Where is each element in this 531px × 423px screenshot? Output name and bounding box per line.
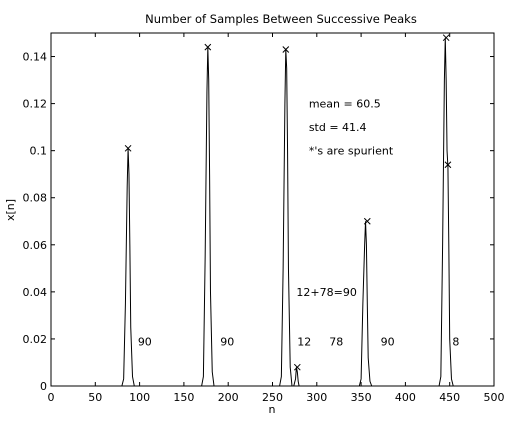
x-axis-ticks: 0 50 100 150 200 250 300 350 400 450 500 (48, 33, 505, 404)
peak-marker (444, 161, 452, 169)
x-tick-label: 500 (484, 391, 505, 404)
annotation-text: 8 (452, 335, 459, 348)
annotation-text: 12+78=90 (296, 286, 356, 299)
x-tick-label: 450 (439, 391, 460, 404)
annotations: mean = 60.5 std = 41.4 *'s are spurient 12+… (138, 98, 460, 349)
peak-marker-stroke (124, 144, 132, 152)
annotation-text: 90 (381, 335, 395, 348)
peak-marker-stroke (204, 43, 212, 51)
annotation-text: std = 41.4 (309, 121, 367, 134)
peak-marker (282, 46, 290, 53)
x-tick-label: 350 (351, 391, 372, 404)
annotation-text: 90 (138, 335, 152, 348)
y-tick-label: 0.08 (23, 192, 48, 205)
x-tick-label: 250 (262, 391, 283, 404)
peak-marker (363, 217, 371, 225)
x-tick-label: 50 (88, 391, 102, 404)
peak-marker (293, 363, 301, 371)
annotation-text: mean = 60.5 (309, 98, 381, 111)
peak-marker (442, 34, 450, 42)
y-tick-label: 0.14 (23, 51, 48, 64)
peak-marker-stroke (444, 161, 452, 169)
x-tick-label: 400 (395, 391, 416, 404)
y-tick-label: 0.02 (23, 333, 48, 346)
plot-frame (50, 32, 495, 387)
y-tick-label: 0.1 (30, 145, 48, 158)
peak-marker (124, 144, 132, 152)
annotation-text: 90 (220, 335, 234, 348)
chart-title: Number of Samples Between Successive Pea… (145, 12, 417, 26)
y-axis-label: x[n] (4, 199, 17, 221)
y-tick-label: 0.04 (23, 286, 48, 299)
peak-marker-stroke (363, 217, 371, 225)
y-axis-ticks: 0 0.02 0.04 0.06 0.08 0.1 0.12 0.14 (23, 51, 494, 393)
x-axis-label: n (269, 403, 276, 416)
y-tick-label: 0.06 (23, 239, 48, 252)
x-tick-label: 150 (173, 391, 194, 404)
x-tick-label: 300 (306, 391, 327, 404)
peak-markers (124, 34, 452, 371)
annotation-text: 12 (297, 335, 311, 348)
annotation-text: *'s are spurient (309, 145, 394, 158)
peak-marker-stroke (293, 363, 301, 371)
signal-line (51, 37, 494, 387)
annotation-text: 78 (329, 335, 343, 348)
x-tick-label: 200 (218, 391, 239, 404)
y-tick-label: 0 (40, 380, 47, 393)
peak-marker-stroke (282, 46, 290, 53)
x-tick-label: 100 (129, 391, 150, 404)
x-tick-label: 0 (48, 391, 55, 404)
y-tick-label: 0.12 (23, 98, 48, 111)
peak-marker (204, 43, 212, 51)
peak-marker-stroke (442, 34, 450, 42)
